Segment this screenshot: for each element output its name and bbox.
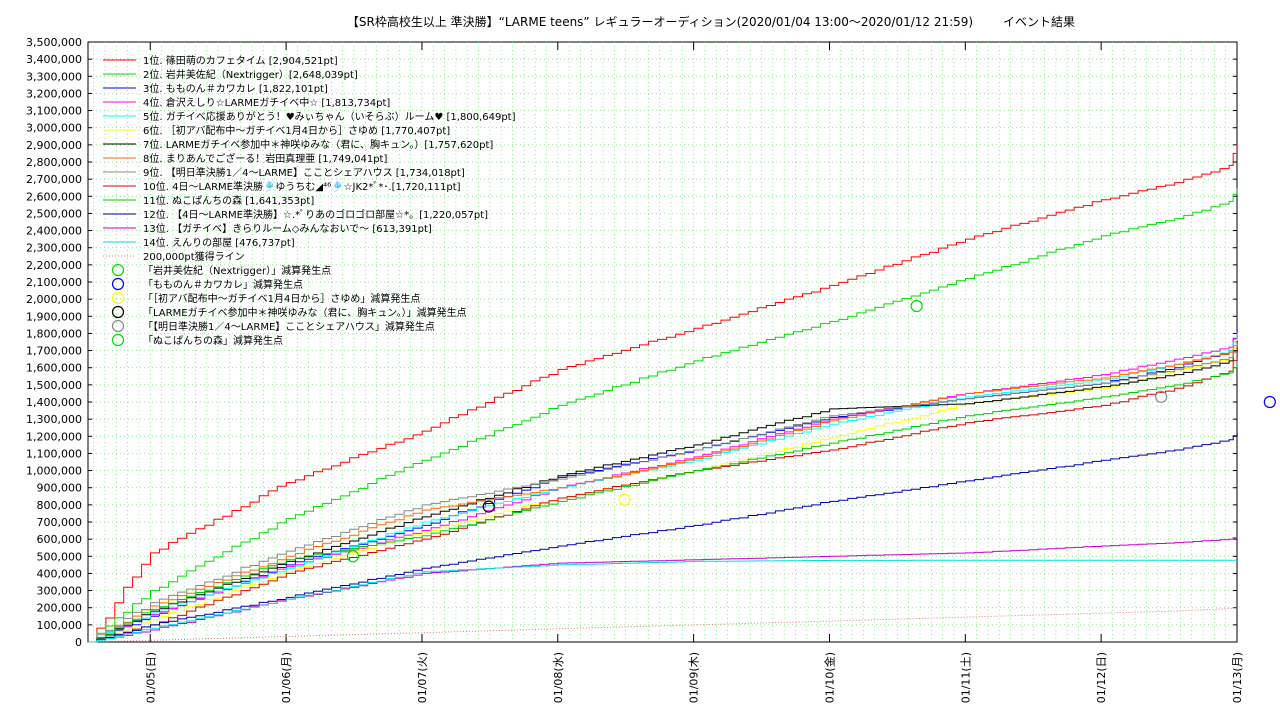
- legend-label-8: 8位. まりあんでござーる！岩田真理亜 [1,749,041pt]: [143, 152, 387, 165]
- y-tick-label: 900,000: [37, 482, 83, 495]
- legend-label-6: 6位. ［初アバ配布中～ガチイベ1月4日から］さゆめ [1,770,407pt]: [143, 124, 450, 137]
- y-tick-label: 2,600,000: [26, 190, 82, 203]
- y-tick-label: 500,000: [37, 550, 83, 563]
- legend-label-4: 4位. 倉沢えしり☆LARMEガチイベ中☆ [1,813,734pt]: [143, 96, 390, 109]
- penalty-marker-3: [618, 493, 631, 506]
- legend-marker-label-3: 「［初アバ配布中～ガチイベ1月4日から］さゆめ」減算発生点: [143, 292, 420, 305]
- y-tick-label: 2,900,000: [26, 139, 82, 152]
- y-tick-label: 1,700,000: [26, 345, 82, 358]
- y-tick-label: 1,800,000: [26, 327, 82, 340]
- plot-area: 0 100,000 200,000 300,000 400,000 500,000 600,…: [26, 36, 1276, 703]
- legend-marker-1: [111, 263, 125, 277]
- legend: 1位. 篠田萌のカフェタイム [2,904,521pt]2位. 岩井美佐紀（Ne…: [103, 54, 516, 347]
- y-tick-label: 2,300,000: [26, 242, 82, 255]
- series-line-4: [88, 331, 1238, 643]
- legend-label-15: 200,000pt獲得ライン: [143, 250, 245, 263]
- legend-marker-4: [111, 305, 125, 319]
- y-tick-label: 600,000: [37, 533, 83, 546]
- y-tick-label: 1,400,000: [26, 396, 82, 409]
- y-tick-label: 2,700,000: [26, 173, 82, 186]
- y-tick-label: 800,000: [37, 499, 83, 512]
- legend-label-14: 14位. えんりの部屋 [476,737pt]: [143, 236, 295, 249]
- y-tick-label: 1,100,000: [26, 447, 82, 460]
- x-tick-label: 01/12(日): [1095, 652, 1108, 703]
- legend-marker-label-4: 「LARMEガチイベ参加中＊神咲ゆみな（君に、胸キュン。）」減算発生点: [143, 306, 467, 319]
- chart-title: 【SR枠高校生以上 準決勝】“LARME teens” レギュラーオーディション…: [347, 14, 973, 29]
- legend-label-1: 1位. 篠田萌のカフェタイム [2,904,521pt]: [143, 54, 338, 67]
- y-tick-label: 400,000: [37, 567, 83, 580]
- legend-marker-label-2: 「もものん＃カワカレ」減算発生点: [143, 278, 303, 291]
- series-line-2: [88, 188, 1238, 643]
- y-tick-label: 200,000: [37, 602, 83, 615]
- y-tick-label: 300,000: [37, 585, 83, 598]
- legend-label-5: 5位. ガチイベ応援ありがとう！♥みぃちゃん（いそらぶ）ルーム♥ [1,800,…: [143, 110, 516, 123]
- y-tick-label: 1,900,000: [26, 310, 82, 323]
- x-tick-label: 01/11(土): [959, 652, 972, 703]
- series-line-3: [88, 329, 1238, 643]
- series-line-7: [88, 340, 1238, 643]
- y-tick-label: 1,500,000: [26, 379, 82, 392]
- y-tick-label: 2,800,000: [26, 156, 82, 169]
- legend-marker-5: [111, 319, 125, 333]
- y-tick-label: 2,200,000: [26, 259, 82, 272]
- legend-marker-label-1: 「岩井美佐紀（Nextrigger）」減算発生点: [143, 264, 331, 277]
- y-tick-label: 1,000,000: [26, 465, 82, 478]
- y-tick-label: 700,000: [37, 516, 83, 529]
- y-tick-label: 1,300,000: [26, 413, 82, 426]
- legend-label-11: 11位. ぬこぱんちの森 [1,641,353pt]: [143, 194, 314, 207]
- series-line-13: [88, 536, 1238, 643]
- series-line-14: [88, 559, 1238, 643]
- legend-label-7: 7位. LARMEガチイベ参加中＊神咲ゆみな（君に、胸キュン。）[1,757,6…: [143, 138, 493, 151]
- y-tick-label: 0: [75, 636, 82, 649]
- y-tick-label: 2,400,000: [26, 225, 82, 238]
- x-tick-label: 01/10(金): [822, 652, 836, 703]
- y-tick-label: 3,300,000: [26, 70, 82, 83]
- penalty-marker-5: [1155, 390, 1168, 403]
- series-line-8: [88, 342, 1238, 643]
- series-line-1: [88, 144, 1238, 643]
- chart-subtitle: イベント結果: [1003, 15, 1075, 29]
- y-tick-label: 2,500,000: [26, 207, 82, 220]
- series-line-12: [88, 432, 1238, 643]
- series-line-11: [88, 360, 1238, 643]
- y-tick-label: 1,600,000: [26, 362, 82, 375]
- legend-label-13: 13位. 【ガチイベ】きらりルーム◇みんなおいで～ [613,391pt]: [143, 222, 432, 235]
- penalty-marker-6: [346, 550, 359, 563]
- x-tick-label: 01/08(水): [552, 652, 565, 703]
- penalty-marker-2: [1263, 395, 1276, 409]
- y-tick-label: 1,200,000: [26, 430, 82, 443]
- legend-label-2: 2位. 岩井美佐紀（Nextrigger）[2,648,039pt]: [143, 68, 358, 81]
- x-tick-label: 01/06(月): [280, 652, 293, 703]
- x-tick-label: 01/13(月): [1231, 652, 1244, 703]
- legend-marker-6: [111, 333, 125, 347]
- y-tick-label: 2,000,000: [26, 293, 82, 306]
- y-tick-label: 2,100,000: [26, 276, 82, 289]
- y-tick-label: 3,400,000: [26, 53, 82, 66]
- x-tick-label: 01/07(火): [416, 652, 429, 703]
- legend-marker-label-5: 「【明日準決勝1／4～LARME】こことシェアハウス」減算発生点: [143, 320, 435, 333]
- x-tick-label: 01/05(日): [144, 652, 157, 703]
- legend-marker-3: [111, 291, 125, 305]
- series-line-10: [88, 347, 1238, 643]
- y-tick-label: 3,100,000: [26, 105, 82, 118]
- legend-marker-2: [111, 277, 125, 291]
- y-tick-label: 3,500,000: [26, 36, 82, 49]
- legend-label-10: 10位. 4日～LARME準決勝🎐ゆうちむ◢⁴⁶🎐☆JK2*ﾟ*･.[1,720…: [143, 180, 461, 193]
- legend-label-9: 9位. 【明日準決勝1／4～LARME】こことシェアハウス [1,734,018…: [143, 166, 465, 179]
- y-tick-label: 100,000: [37, 619, 83, 632]
- legend-label-12: 12位. 【4日～LARME準決勝】☆.*ﾟりあのゴロゴロ部屋☆*。[1,220…: [143, 208, 488, 221]
- y-tick-label: 3,000,000: [26, 122, 82, 135]
- legend-marker-label-6: 「ぬこぱんちの森」減算発生点: [143, 334, 283, 347]
- legend-label-3: 3位. もものん＃カワカレ [1,822,101pt]: [143, 82, 328, 95]
- x-tick-label: 01/09(木): [688, 652, 701, 703]
- penalty-marker-4: [482, 500, 495, 513]
- penalty-marker-1: [910, 299, 923, 313]
- y-tick-label: 3,200,000: [26, 87, 82, 100]
- series-line-9: [88, 344, 1238, 643]
